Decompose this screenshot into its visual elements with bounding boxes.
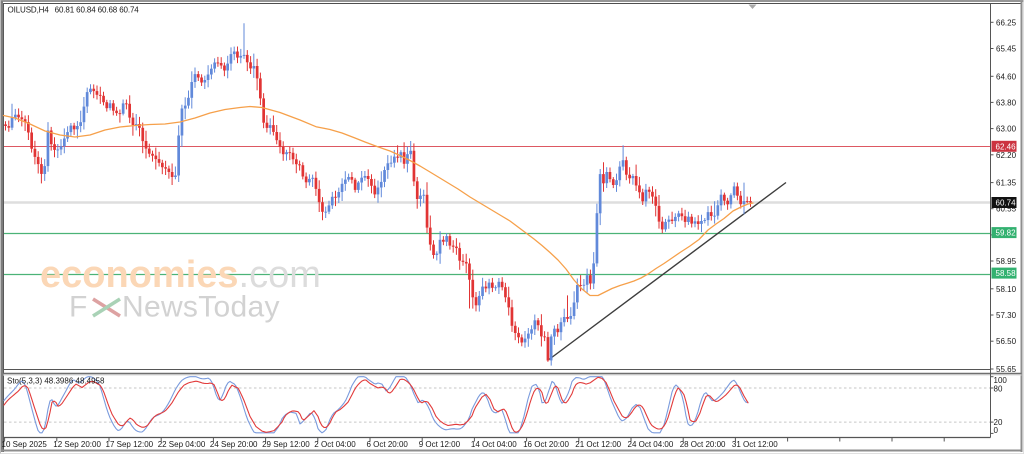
svg-text:NewsToday: NewsToday xyxy=(122,291,280,324)
svg-text:20: 20 xyxy=(994,418,1003,427)
svg-text:64.60: 64.60 xyxy=(996,72,1017,81)
svg-text:59.82: 59.82 xyxy=(996,229,1017,238)
svg-text:17 Sep 12:00: 17 Sep 12:00 xyxy=(106,440,154,449)
svg-text:58.95: 58.95 xyxy=(996,257,1017,266)
svg-text:58.58: 58.58 xyxy=(996,269,1017,278)
svg-text:56.50: 56.50 xyxy=(996,337,1017,346)
svg-text:14 Oct 04:00: 14 Oct 04:00 xyxy=(471,440,517,449)
svg-text:31 Oct 12:00: 31 Oct 12:00 xyxy=(732,440,778,449)
svg-text:2 Oct 04:00: 2 Oct 04:00 xyxy=(314,440,356,449)
svg-text:66.25: 66.25 xyxy=(996,18,1017,27)
svg-text:10 Sep 2025: 10 Sep 2025 xyxy=(2,440,48,449)
svg-text:80: 80 xyxy=(994,385,1003,394)
svg-text:28 Oct 20:00: 28 Oct 20:00 xyxy=(680,440,726,449)
svg-text:55.65: 55.65 xyxy=(996,365,1017,374)
svg-text:21 Oct 12:00: 21 Oct 12:00 xyxy=(575,440,621,449)
svg-text:6 Oct 20:00: 6 Oct 20:00 xyxy=(367,440,409,449)
svg-text:12 Sep 20:00: 12 Sep 20:00 xyxy=(53,440,101,449)
svg-text:57.30: 57.30 xyxy=(996,311,1017,320)
svg-text:OILUSD,H4 60.81 60.84 60.68 6: OILUSD,H4 60.81 60.84 60.68 60.74 xyxy=(8,6,140,15)
svg-text:61.35: 61.35 xyxy=(996,179,1017,188)
svg-text:62.20: 62.20 xyxy=(996,151,1017,160)
svg-text:economies.com: economies.com xyxy=(40,254,321,296)
svg-text:65.45: 65.45 xyxy=(996,45,1017,54)
svg-text:100: 100 xyxy=(994,376,1008,385)
svg-text:63.00: 63.00 xyxy=(996,125,1017,134)
svg-text:F: F xyxy=(69,291,87,324)
svg-text:24 Oct 04:00: 24 Oct 04:00 xyxy=(628,440,674,449)
svg-text:0: 0 xyxy=(994,426,999,435)
svg-text:9 Oct 12:00: 9 Oct 12:00 xyxy=(419,440,461,449)
svg-text:58.10: 58.10 xyxy=(996,285,1017,294)
svg-text:22 Sep 04:00: 22 Sep 04:00 xyxy=(158,440,206,449)
svg-text:Sto(5,3,3) 48.3986 48.4958: Sto(5,3,3) 48.3986 48.4958 xyxy=(7,377,105,386)
svg-text:60.74: 60.74 xyxy=(996,199,1017,208)
svg-text:60.55: 60.55 xyxy=(996,205,1017,214)
svg-text:29 Sep 12:00: 29 Sep 12:00 xyxy=(262,440,310,449)
svg-text:62.46: 62.46 xyxy=(996,142,1017,151)
svg-text:24 Sep 20:00: 24 Sep 20:00 xyxy=(210,440,258,449)
svg-text:63.80: 63.80 xyxy=(996,98,1017,107)
svg-text:16 Oct 20:00: 16 Oct 20:00 xyxy=(523,440,569,449)
